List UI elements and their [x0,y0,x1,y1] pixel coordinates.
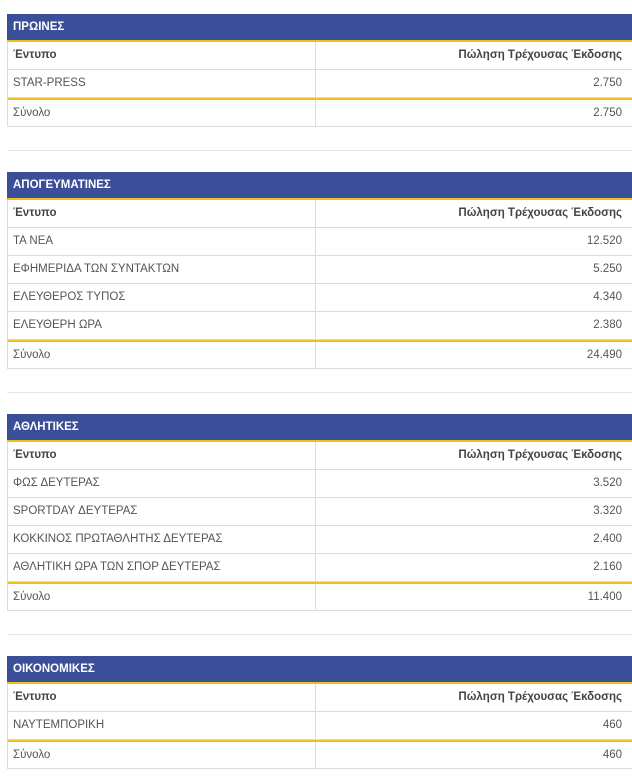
publication-name: ΑΘΛΗΤΙΚΗ ΩΡΑ ΤΩΝ ΣΠΟΡ ΔΕΥΤΕΡΑΣ [8,554,316,581]
column-header-item: Έντυπο [8,42,316,69]
total-label: Σύνολο [8,742,316,768]
sales-value: 12.520 [586,235,622,247]
column-header-row: Έντυπο Πώληση Τρέχουσας Έκδοσης [7,200,632,228]
table-row: ΦΩΣ ΔΕΥΤΕΡΑΣ 3.520 [7,470,632,498]
column-header-item: Έντυπο [8,442,316,469]
total-label: Σύνολο [8,342,316,368]
table-row: ΝΑΥΤΕΜΠΟΡΙΚΗ 460 [7,712,632,740]
table-row: ΚΟΚΚΙΝΟΣ ΠΡΩΤΑΘΛΗΤΗΣ ΔΕΥΤΕΡΑΣ 2.400 [7,526,632,554]
sales-value: 4.340 [593,291,622,303]
table-row: ΕΦΗΜΕΡΙΔΑ ΤΩΝ ΣΥΝΤΑΚΤΩΝ 5.250 [7,256,632,284]
section-title: ΑΠΟΓΕΥΜΑΤΙΝΕΣ [7,172,632,200]
total-value: 460 [602,749,622,761]
total-row: Σύνολο 24.490 [7,340,632,369]
table-row: SPORTDAY ΔΕΥΤΕΡΑΣ 3.320 [7,498,632,526]
sales-value: 2.400 [593,533,622,545]
column-header-row: Έντυπο Πώληση Τρέχουσας Έκδοσης [7,42,632,70]
total-value: 24.490 [586,349,622,361]
table-row: ΕΛΕΥΘΕΡΗ ΩΡΑ 2.380 [7,312,632,340]
publication-name: STAR-PRESS [8,70,316,97]
publication-name: ΚΟΚΚΙΝΟΣ ΠΡΩΤΑΘΛΗΤΗΣ ΔΕΥΤΕΡΑΣ [8,526,316,553]
column-header-sales: Πώληση Τρέχουσας Έκδοσης [458,49,622,61]
publication-name: ΕΦΗΜΕΡΙΔΑ ΤΩΝ ΣΥΝΤΑΚΤΩΝ [8,256,316,283]
section-divider [7,634,632,635]
sales-value: 2.750 [593,77,622,89]
column-header-row: Έντυπο Πώληση Τρέχουσας Έκδοσης [7,442,632,470]
publication-name: ΤΑ ΝΕΑ [8,228,316,255]
publication-name: ΝΑΥΤΕΜΠΟΡΙΚΗ [8,712,316,739]
table-row: ΕΛΕΥΘΕΡΟΣ ΤΥΠΟΣ 4.340 [7,284,632,312]
table-row: STAR-PRESS 2.750 [7,70,632,98]
total-label: Σύνολο [8,584,316,610]
sales-value: 5.250 [593,263,622,275]
column-header-row: Έντυπο Πώληση Τρέχουσας Έκδοσης [7,684,632,712]
column-header-sales: Πώληση Τρέχουσας Έκδοσης [458,691,622,703]
total-row: Σύνολο 2.750 [7,98,632,127]
column-header-sales: Πώληση Τρέχουσας Έκδοσης [458,449,622,461]
section-title: ΠΡΩΙΝΕΣ [7,14,632,42]
total-row: Σύνολο 460 [7,740,632,769]
section-financial: ΟΙΚΟΝΟΜΙΚΕΣ Έντυπο Πώληση Τρέχουσας Έκδο… [7,656,632,769]
section-title: ΟΙΚΟΝΟΜΙΚΕΣ [7,656,632,684]
column-header-sales: Πώληση Τρέχουσας Έκδοσης [458,207,622,219]
column-header-item: Έντυπο [8,200,316,227]
sales-value: 2.160 [593,561,622,573]
sales-value: 3.520 [593,477,622,489]
section-morning: ΠΡΩΙΝΕΣ Έντυπο Πώληση Τρέχουσας Έκδοσης … [7,14,632,127]
sales-value: 3.320 [593,505,622,517]
total-row: Σύνολο 11.400 [7,582,632,611]
total-value: 2.750 [593,107,622,119]
section-divider [7,150,632,151]
publication-name: ΕΛΕΥΘΕΡΗ ΩΡΑ [8,312,316,339]
table-row: ΤΑ ΝΕΑ 12.520 [7,228,632,256]
publication-name: ΦΩΣ ΔΕΥΤΕΡΑΣ [8,470,316,497]
section-title: ΑΘΛΗΤΙΚΕΣ [7,414,632,442]
section-afternoon: ΑΠΟΓΕΥΜΑΤΙΝΕΣ Έντυπο Πώληση Τρέχουσας Έκ… [7,172,632,369]
sales-value: 2.380 [593,319,622,331]
total-label: Σύνολο [8,100,316,126]
section-divider [7,392,632,393]
publication-name: SPORTDAY ΔΕΥΤΕΡΑΣ [8,498,316,525]
column-header-item: Έντυπο [8,684,316,711]
sales-value: 460 [602,719,622,731]
total-value: 11.400 [587,591,622,603]
section-sports: ΑΘΛΗΤΙΚΕΣ Έντυπο Πώληση Τρέχουσας Έκδοση… [7,414,632,611]
publication-name: ΕΛΕΥΘΕΡΟΣ ΤΥΠΟΣ [8,284,316,311]
table-row: ΑΘΛΗΤΙΚΗ ΩΡΑ ΤΩΝ ΣΠΟΡ ΔΕΥΤΕΡΑΣ 2.160 [7,554,632,582]
